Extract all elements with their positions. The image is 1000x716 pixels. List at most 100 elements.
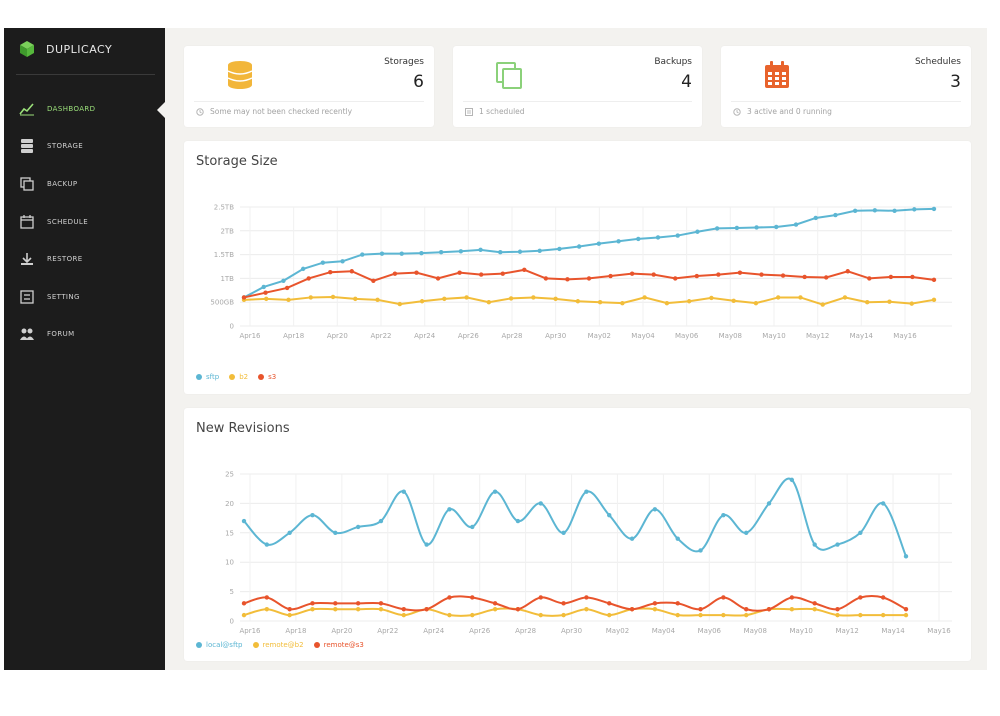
data-point[interactable]	[538, 595, 543, 600]
data-point[interactable]	[419, 299, 425, 304]
data-point[interactable]	[333, 607, 338, 612]
data-point[interactable]	[399, 251, 404, 256]
data-point[interactable]	[931, 297, 937, 303]
series-line-local@sftp[interactable]	[243, 477, 907, 557]
data-point[interactable]	[620, 300, 625, 306]
data-point[interactable]	[328, 270, 333, 275]
data-point[interactable]	[652, 601, 658, 606]
data-point[interactable]	[478, 272, 484, 277]
data-point[interactable]	[310, 607, 315, 612]
data-point[interactable]	[629, 607, 635, 612]
data-point[interactable]	[686, 299, 692, 304]
data-point[interactable]	[424, 607, 429, 612]
data-point[interactable]	[538, 501, 543, 506]
data-point[interactable]	[375, 297, 380, 303]
data-point[interactable]	[492, 489, 498, 494]
data-point[interactable]	[651, 272, 656, 277]
data-point[interactable]	[355, 607, 361, 612]
data-point[interactable]	[442, 296, 447, 302]
data-point[interactable]	[716, 272, 721, 277]
data-point[interactable]	[537, 248, 542, 253]
sidebar-item-forum[interactable]: FORUM	[4, 316, 165, 354]
data-point[interactable]	[833, 212, 838, 218]
data-point[interactable]	[401, 489, 406, 494]
data-point[interactable]	[264, 607, 270, 612]
data-point[interactable]	[565, 277, 570, 282]
data-point[interactable]	[903, 612, 909, 618]
data-point[interactable]	[264, 542, 270, 547]
data-point[interactable]	[353, 296, 358, 302]
storage-size-chart[interactable]: 0 500GB 1TB 1.5TB 2TB 2.5TB Apr16 Apr18 Apr20 Apr…	[184, 141, 971, 394]
legend-item[interactable]: b2	[229, 373, 248, 381]
data-point[interactable]	[774, 224, 779, 230]
data-point[interactable]	[349, 269, 355, 274]
data-point[interactable]	[584, 595, 589, 600]
data-point[interactable]	[714, 226, 720, 231]
data-point[interactable]	[731, 298, 736, 303]
data-point[interactable]	[596, 241, 602, 246]
data-point[interactable]	[310, 512, 315, 518]
data-point[interactable]	[561, 601, 566, 606]
sidebar-item-dashboard[interactable]: DASHBOARD	[4, 90, 165, 128]
data-point[interactable]	[698, 612, 703, 618]
data-point[interactable]	[812, 542, 817, 547]
data-point[interactable]	[880, 612, 886, 618]
data-point[interactable]	[835, 542, 840, 547]
data-point[interactable]	[264, 296, 269, 302]
data-point[interactable]	[880, 595, 886, 600]
data-point[interactable]	[880, 501, 886, 506]
data-point[interactable]	[675, 536, 680, 541]
data-point[interactable]	[798, 295, 803, 300]
data-point[interactable]	[858, 530, 863, 535]
sidebar-item-storage[interactable]: STORAGE	[4, 128, 165, 166]
data-point[interactable]	[281, 278, 286, 283]
data-point[interactable]	[424, 542, 429, 547]
series-line-sftp[interactable]	[243, 207, 935, 299]
data-point[interactable]	[823, 275, 829, 280]
data-point[interactable]	[675, 612, 680, 618]
data-point[interactable]	[360, 252, 365, 257]
data-point[interactable]	[438, 250, 444, 255]
legend-item[interactable]: local@sftp	[196, 641, 243, 649]
data-point[interactable]	[892, 208, 897, 214]
data-point[interactable]	[241, 601, 247, 606]
data-point[interactable]	[845, 269, 850, 274]
data-point[interactable]	[515, 518, 521, 524]
data-point[interactable]	[812, 607, 817, 612]
data-point[interactable]	[378, 601, 384, 606]
legend-item[interactable]: sftp	[196, 373, 219, 381]
data-point[interactable]	[636, 236, 641, 242]
data-point[interactable]	[397, 301, 403, 307]
data-point[interactable]	[721, 595, 726, 600]
data-point[interactable]	[744, 612, 749, 618]
data-point[interactable]	[835, 612, 840, 618]
data-point[interactable]	[486, 300, 492, 305]
data-point[interactable]	[616, 239, 621, 244]
data-point[interactable]	[378, 607, 384, 612]
data-point[interactable]	[401, 607, 406, 612]
data-point[interactable]	[780, 273, 786, 278]
data-point[interactable]	[241, 295, 247, 300]
data-point[interactable]	[378, 518, 384, 524]
data-point[interactable]	[263, 290, 268, 295]
data-point[interactable]	[286, 297, 291, 303]
data-point[interactable]	[789, 607, 795, 612]
data-point[interactable]	[675, 601, 680, 606]
data-point[interactable]	[802, 274, 807, 280]
data-point[interactable]	[655, 235, 661, 240]
data-point[interactable]	[597, 300, 603, 305]
data-point[interactable]	[517, 249, 523, 254]
sidebar-item-schedule[interactable]: SCHEDULE	[4, 203, 165, 241]
data-point[interactable]	[759, 272, 764, 277]
new-revisions-chart[interactable]: 0 5 10 15 20 25 Apr16 Apr18 Apr20 Apr22 Apr24 Apr26…	[184, 408, 971, 661]
data-point[interactable]	[789, 477, 795, 483]
series-line-remote@b2[interactable]	[243, 607, 906, 617]
data-point[interactable]	[675, 233, 680, 238]
data-point[interactable]	[457, 270, 462, 275]
data-point[interactable]	[629, 536, 635, 541]
data-point[interactable]	[308, 295, 313, 300]
data-point[interactable]	[910, 274, 915, 280]
data-point[interactable]	[642, 295, 647, 300]
data-point[interactable]	[241, 518, 247, 524]
data-point[interactable]	[498, 250, 503, 255]
